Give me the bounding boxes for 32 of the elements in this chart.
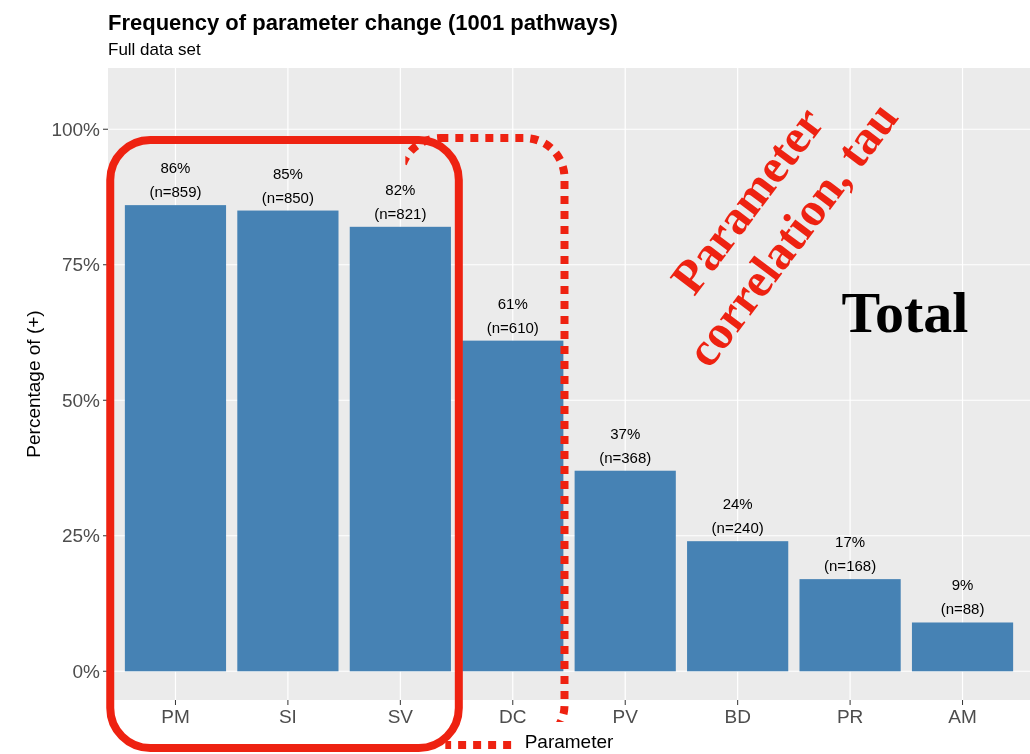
y-axis-title: Percentage of (+) [23,310,44,458]
bar [237,210,339,672]
y-tick-label: 25% [61,525,101,547]
data-label: 86% (n=859) [149,159,202,201]
y-tick-label: 75% [61,254,101,276]
x-tick-label: SI [278,706,297,727]
bar [574,470,676,672]
chart-title: Frequency of parameter change (1001 pathways) [108,10,618,35]
x-tick-label: PV [612,706,639,727]
data-label: 82% (n=821) [374,180,427,222]
chart-subtitle: Full data set [108,40,201,59]
y-tick-label: 100% [51,118,101,140]
data-label: 24% (n=240) [711,495,764,537]
bar [799,579,901,672]
x-tick-label: PM [161,706,190,727]
x-tick-label: SV [387,706,414,727]
bar [124,205,227,672]
x-axis-title: Parameter [524,731,615,752]
x-tick-label: DC [499,706,527,727]
bar [687,541,789,672]
data-label: 61% (n=610) [486,294,539,336]
x-tick-label: BD [724,706,751,727]
x-tick-label: PR [836,706,864,727]
data-label: 85% (n=850) [261,164,314,206]
bar [462,340,564,672]
y-tick-label: 50% [61,389,101,411]
bar [911,622,1014,672]
data-label: 9% (n=88) [940,576,985,618]
data-label: 37% (n=368) [599,424,652,466]
y-tick-label: 0% [72,660,101,682]
x-tick-label: AM [948,706,977,727]
data-label: 17% (n=168) [824,533,877,575]
